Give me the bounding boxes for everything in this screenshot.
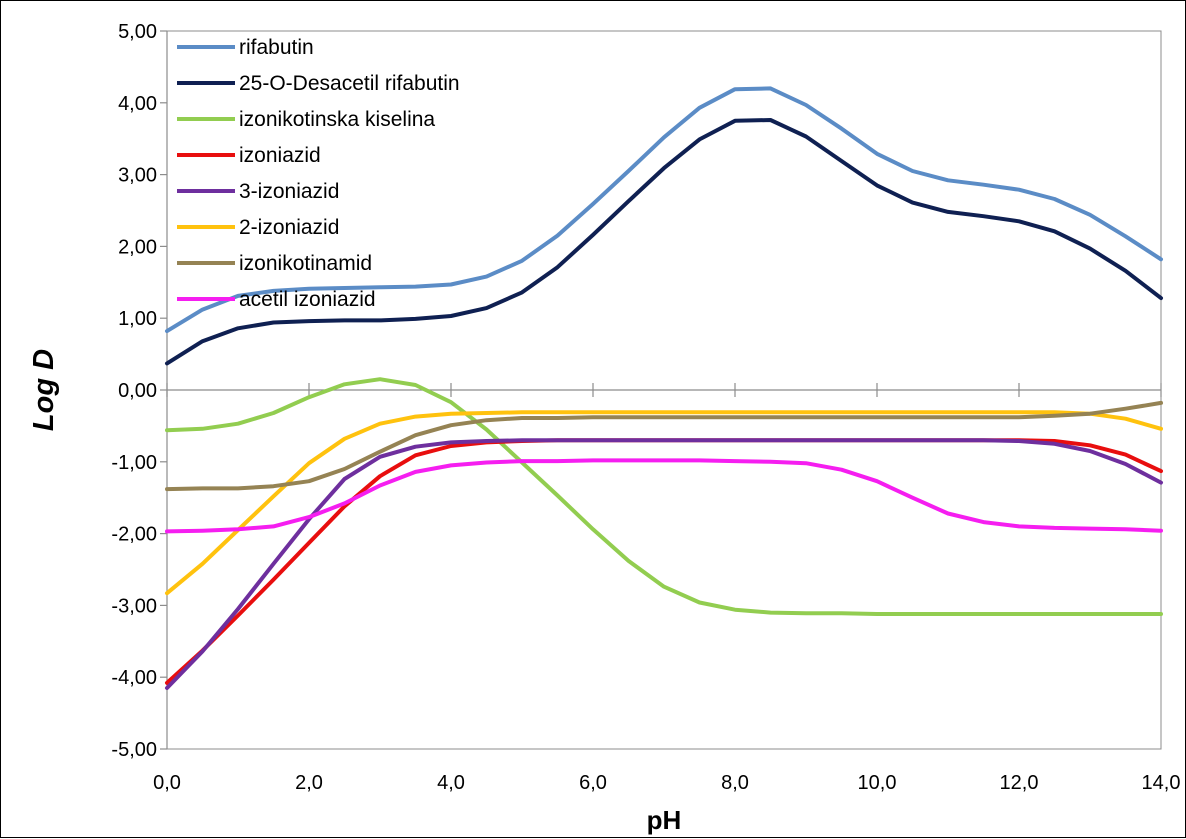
x-tick-label: 14,0 <box>1142 772 1181 794</box>
y-tick-label: 3,00 <box>118 165 157 187</box>
y-tick-label: -4,00 <box>111 667 157 689</box>
legend-label: 2-izoniazid <box>239 216 339 239</box>
x-tick-label: 12,0 <box>1000 772 1039 794</box>
series-line-1 <box>165 118 1163 366</box>
legend-label: 25-O-Desacetil rifabutin <box>239 72 460 95</box>
y-tick-label: 1,00 <box>118 308 157 330</box>
x-tick-label: 2,0 <box>295 772 323 794</box>
legend-label: izoniazid <box>239 144 321 167</box>
x-tick-label: 10,0 <box>858 772 897 794</box>
y-tick-label: 4,00 <box>118 93 157 115</box>
series-line-5 <box>165 410 1163 596</box>
legend-label: izonikotinamid <box>239 252 372 275</box>
series-line-6 <box>165 400 1163 492</box>
y-axis-title: Log D <box>28 349 60 431</box>
series-line-2 <box>165 377 1163 616</box>
legend-label: acetil izoniazid <box>239 288 376 311</box>
legend-label: rifabutin <box>239 36 314 59</box>
y-tick-label: -5,00 <box>111 739 157 761</box>
y-tick-label: 5,00 <box>118 21 157 43</box>
y-tick-label: 0,00 <box>118 380 157 402</box>
series-line-7 <box>165 458 1163 534</box>
x-tick-label: 0,0 <box>153 772 181 794</box>
legend-label: izonikotinska kiselina <box>239 108 435 131</box>
x-axis-title: pH <box>647 805 682 835</box>
y-tick-label: -1,00 <box>111 452 157 474</box>
y-tick-label: 2,00 <box>118 236 157 258</box>
x-tick-label: 4,0 <box>437 772 465 794</box>
x-tick-label: 6,0 <box>579 772 607 794</box>
series-line-0 <box>165 86 1163 334</box>
series-line-4 <box>165 438 1163 690</box>
legend-label: 3-izoniazid <box>239 180 339 203</box>
x-tick-label: 8,0 <box>721 772 749 794</box>
y-tick-label: -2,00 <box>111 524 157 546</box>
y-tick-label: -3,00 <box>111 595 157 617</box>
